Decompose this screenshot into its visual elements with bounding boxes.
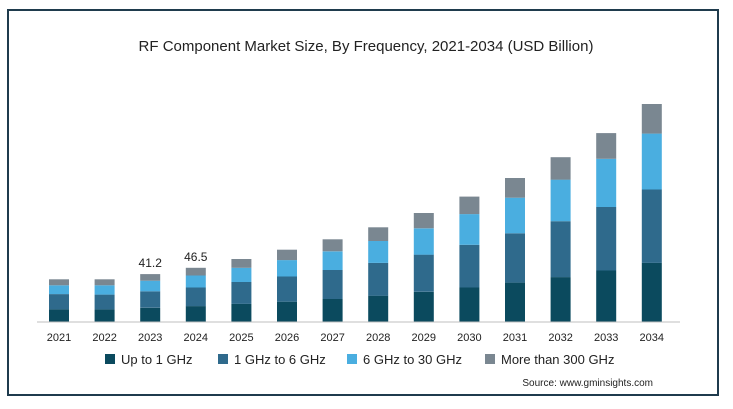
bar-2025-series-2 <box>231 282 252 304</box>
bar-2027-series-3 <box>322 251 343 270</box>
data-labels: 41.2 46.5 <box>139 250 208 270</box>
x-tick-2026: 2026 <box>275 332 299 344</box>
bar-2029-series-3 <box>413 228 434 255</box>
bar-2026-series-2 <box>277 276 297 302</box>
bars-group <box>49 104 662 322</box>
bar-2034-series-4 <box>641 104 662 134</box>
bar-2029-series-4 <box>413 213 434 229</box>
bar-2025-series-1 <box>231 303 252 322</box>
bar-2034-series-1 <box>641 262 662 322</box>
bar-2026-series-4 <box>277 249 297 261</box>
bar-2021-series-4 <box>49 279 69 286</box>
x-tick-2029: 2029 <box>412 332 436 344</box>
bar-2033-series-1 <box>596 270 617 322</box>
bar-2027-series-1 <box>322 299 343 322</box>
bar-2030-series-2 <box>459 244 480 288</box>
legend-swatch-1 <box>105 354 115 364</box>
legend-swatch-4 <box>485 354 495 364</box>
legend-swatch-3 <box>347 354 357 364</box>
bar-2027-series-2 <box>322 270 343 299</box>
bar-2031-series-3 <box>505 197 525 234</box>
bar-2032-series-2 <box>550 221 571 278</box>
bar-2034-series-2 <box>641 189 662 263</box>
x-tick-2024: 2024 <box>184 332 208 344</box>
x-tick-2028: 2028 <box>366 332 390 344</box>
bar-2023-series-3 <box>140 280 161 292</box>
bar-2028-series-4 <box>368 227 389 241</box>
bar-2021-series-3 <box>49 285 69 295</box>
bar-2022-series-3 <box>94 285 115 295</box>
data-label-2023: 41.2 <box>139 256 163 270</box>
bar-2022-series-1 <box>94 309 115 322</box>
x-tick-2031: 2031 <box>503 332 527 344</box>
bar-2029-series-2 <box>413 254 434 292</box>
x-tick-2032: 2032 <box>548 332 572 344</box>
bar-2024-series-3 <box>185 275 206 288</box>
x-tick-2022: 2022 <box>92 332 116 344</box>
bar-2024-series-4 <box>185 267 206 276</box>
legend-label-4: More than 300 GHz <box>501 352 614 367</box>
source-note: Source: www.gminsights.com <box>522 378 653 389</box>
bar-2033-series-2 <box>596 207 617 271</box>
x-tick-2025: 2025 <box>229 332 253 344</box>
bar-2028-series-1 <box>368 295 389 322</box>
bar-2026-series-3 <box>277 260 297 277</box>
bar-2025-series-3 <box>231 267 252 282</box>
bar-2028-series-2 <box>368 262 389 296</box>
bar-2031-series-2 <box>505 233 525 283</box>
chart-title: RF Component Market Size, By Frequency, … <box>139 38 594 55</box>
bar-2032-series-4 <box>550 157 571 180</box>
bar-2026-series-1 <box>277 301 297 322</box>
bar-2034-series-3 <box>641 133 662 190</box>
bar-2029-series-1 <box>413 291 434 322</box>
bar-2022-series-4 <box>94 279 115 286</box>
legend-swatch-2 <box>218 354 228 364</box>
bar-2023-series-2 <box>140 291 161 308</box>
x-tick-2027: 2027 <box>320 332 344 344</box>
x-tick-2021: 2021 <box>47 332 71 344</box>
bar-2032-series-1 <box>550 277 571 322</box>
bar-2023-series-1 <box>140 307 161 322</box>
x-tick-2030: 2030 <box>457 332 481 344</box>
bar-2033-series-3 <box>596 158 617 207</box>
bar-2025-series-4 <box>231 259 252 268</box>
legend-label-2: 1 GHz to 6 GHz <box>234 352 326 367</box>
bar-2021-series-1 <box>49 309 69 322</box>
x-tick-2033: 2033 <box>594 332 618 344</box>
legend-label-3: 6 GHz to 30 GHz <box>363 352 462 367</box>
bar-2030-series-1 <box>459 287 480 322</box>
x-tick-labels: 2021 2022 2023 2024 2025 2026 2027 2028 2029 2030… <box>47 332 664 344</box>
x-tick-2034: 2034 <box>640 332 664 344</box>
bar-2023-series-4 <box>140 274 161 281</box>
bar-2030-series-3 <box>459 214 480 245</box>
legend: Up to 1 GHz 1 GHz to 6 GHz 6 GHz to 30 GHz… <box>105 352 614 367</box>
bar-2031-series-1 <box>505 282 525 322</box>
bar-2027-series-4 <box>322 239 343 252</box>
bar-2032-series-3 <box>550 179 571 222</box>
bar-2033-series-4 <box>596 133 617 159</box>
bar-2024-series-1 <box>185 306 206 322</box>
bar-2024-series-2 <box>185 287 206 307</box>
bar-2028-series-3 <box>368 241 389 263</box>
x-tick-2023: 2023 <box>138 332 162 344</box>
bar-2031-series-4 <box>505 178 525 198</box>
bar-2021-series-2 <box>49 294 69 310</box>
bar-2030-series-4 <box>459 196 480 215</box>
data-label-2024: 46.5 <box>184 250 208 264</box>
legend-label-1: Up to 1 GHz <box>121 352 193 367</box>
bar-2022-series-2 <box>94 294 115 310</box>
